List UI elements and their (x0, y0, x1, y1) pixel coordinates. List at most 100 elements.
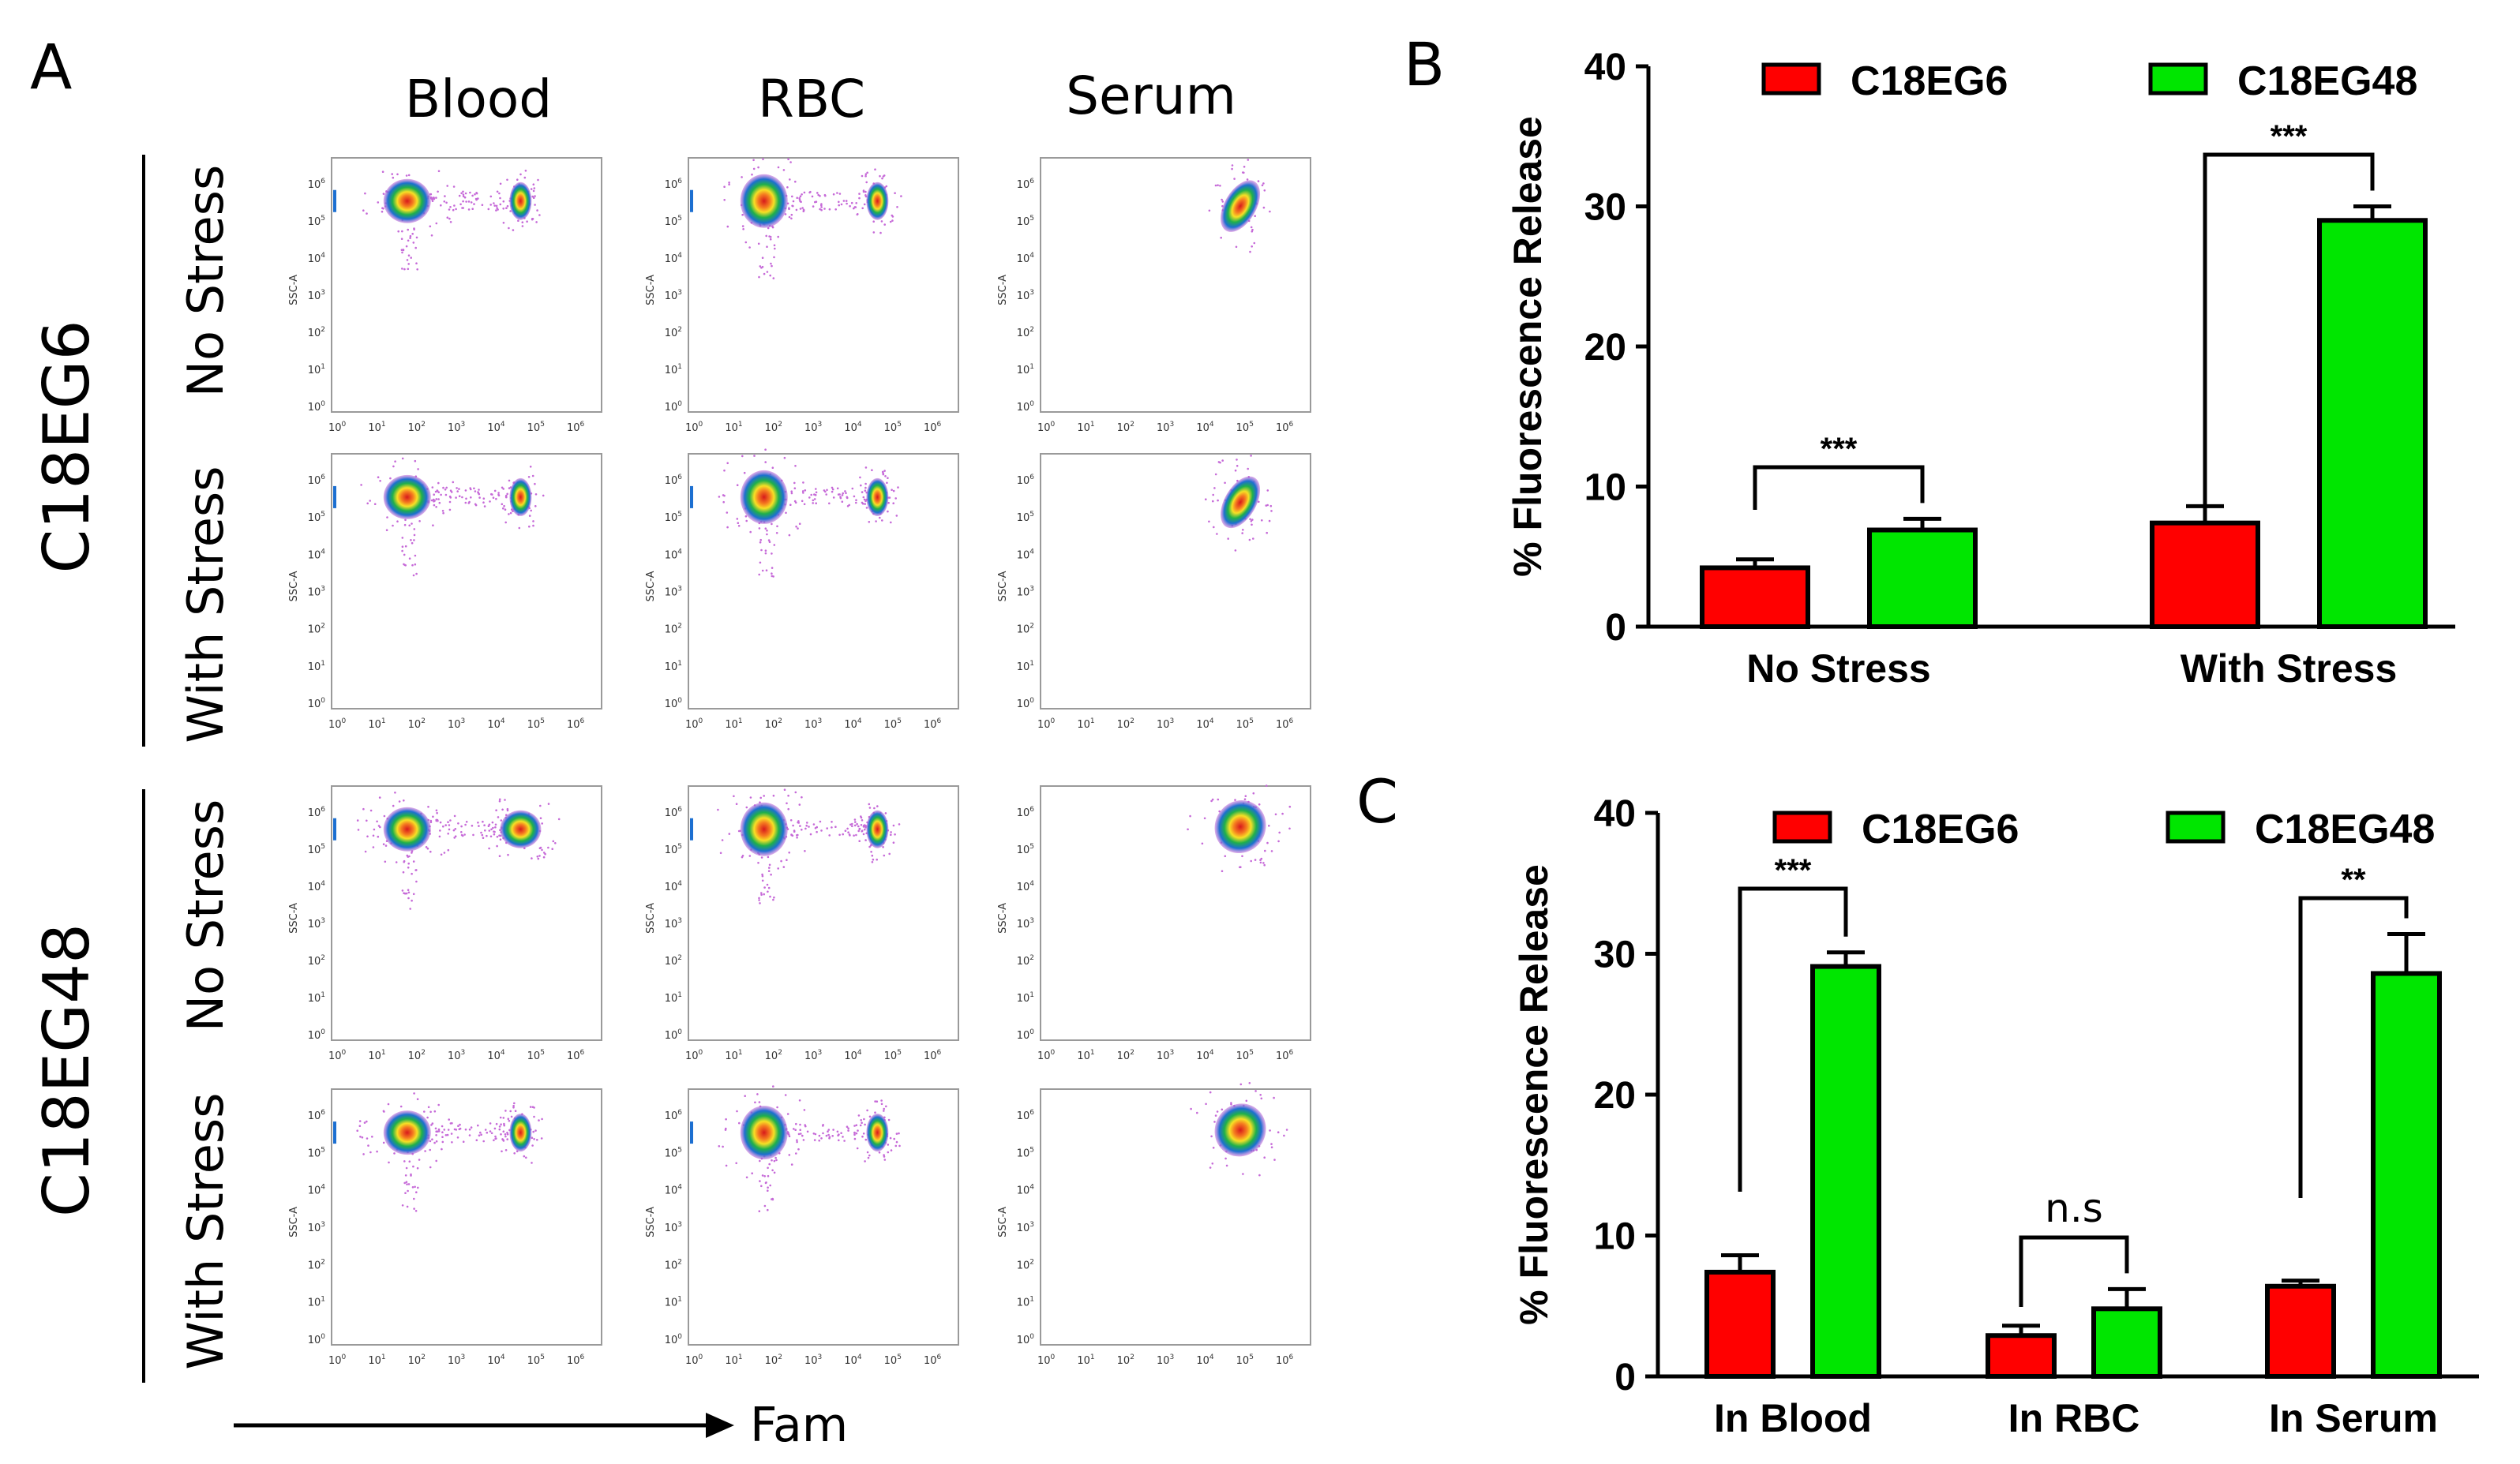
event-dot (437, 190, 439, 193)
event-dot (405, 1181, 408, 1183)
flow-plot-r2-c2: SSC-A10010010110110210210310310410410510… (645, 448, 959, 731)
x-tick-exponent: 0 (1051, 717, 1056, 725)
event-dot (1234, 799, 1236, 801)
event-dot (382, 843, 385, 845)
event-dot (864, 466, 868, 469)
event-dot (1251, 245, 1253, 248)
event-dot (874, 1111, 876, 1114)
x-tick-exponent: 0 (1051, 1049, 1056, 1057)
y-tick-exponent: 5 (321, 843, 325, 851)
x-tick-exponent: 3 (461, 1049, 466, 1057)
event-dot (883, 1110, 885, 1112)
legend-label-c18eg6: C18EG6 (1862, 807, 2019, 852)
event-dot (532, 1130, 534, 1133)
event-dot (405, 892, 408, 895)
event-dot (751, 173, 753, 176)
event-dot (785, 511, 787, 515)
x-tick-label: 105 (527, 717, 545, 731)
event-dot (891, 219, 894, 222)
event-dot (885, 1105, 887, 1108)
population-2 (509, 1114, 532, 1152)
row-label-no-stress-1: No Stress (177, 165, 234, 398)
x-category-label: In Serum (2269, 1396, 2438, 1440)
panel-label-c: C (1356, 766, 1398, 837)
event-dot (790, 217, 793, 220)
y-tick-exponent: 6 (1029, 806, 1034, 814)
y-tick-label: 103 (1017, 1221, 1034, 1234)
y-tick-exponent: 0 (321, 1333, 325, 1341)
event-dot (483, 824, 486, 826)
event-dot (804, 1124, 806, 1126)
event-dot (403, 553, 406, 556)
y-tick-label: 103 (665, 1221, 682, 1234)
event-dot (799, 825, 801, 827)
plot-frame (331, 453, 602, 710)
event-dot (415, 1191, 418, 1193)
event-dot (772, 1085, 774, 1088)
y-tick-label: 100 (308, 1028, 326, 1042)
event-dot (844, 490, 846, 492)
y-tick-exponent: 3 (321, 586, 325, 593)
y-tick-label: 102 (665, 954, 682, 968)
event-dot (512, 229, 515, 231)
event-dot (490, 1132, 493, 1135)
y-tick-label: 103 (665, 289, 682, 302)
event-dot (372, 846, 375, 848)
population-1 (1221, 476, 1261, 529)
event-dot (894, 833, 896, 836)
x-tick-label: 100 (328, 421, 347, 434)
event-dot (477, 1124, 479, 1127)
event-dot (407, 889, 410, 891)
event-dot (495, 497, 497, 500)
event-dot (834, 208, 837, 211)
event-dot (812, 1133, 816, 1135)
event-dot (768, 867, 771, 869)
y-axis-label: SSC-A (288, 571, 300, 601)
event-dot (477, 822, 479, 824)
event-dot (736, 1110, 738, 1113)
event-dot (820, 203, 823, 205)
event-dot (377, 201, 380, 204)
y-tick-exponent: 0 (677, 1028, 682, 1036)
event-dot (1242, 1173, 1244, 1175)
event-dot (426, 847, 429, 850)
event-dot (412, 574, 415, 577)
event-dot (842, 833, 844, 836)
event-dot (1234, 549, 1237, 552)
y-tick-exponent: 1 (321, 991, 325, 999)
event-dot (871, 469, 873, 471)
event-dot (432, 524, 434, 526)
event-dot (364, 192, 366, 195)
y-tick-exponent: 1 (677, 1296, 682, 1304)
y-tick-exponent: 3 (677, 289, 682, 297)
y-tick-exponent: 0 (677, 697, 682, 705)
event-dot (801, 1134, 804, 1137)
event-dot (502, 507, 504, 510)
y-tick-label: 106 (1017, 178, 1035, 191)
event-dot (430, 1124, 433, 1126)
event-dot (856, 1147, 859, 1150)
event-dot (803, 503, 806, 506)
event-dot (413, 539, 415, 541)
event-dot (521, 221, 524, 224)
x-tick-exponent: 5 (540, 717, 545, 725)
event-dot (767, 856, 770, 859)
event-dot (408, 557, 411, 560)
y-tick-exponent: 2 (321, 954, 325, 962)
y-tick-label: 103 (1017, 289, 1034, 302)
event-dot (444, 195, 446, 197)
group-label-c18eg48: C18EG48 (30, 923, 103, 1217)
event-dot (1221, 1108, 1224, 1111)
event-dot (858, 828, 861, 830)
event-dot (767, 227, 770, 230)
x-tick-label: 100 (328, 1049, 347, 1062)
significance-bracket (1753, 465, 1925, 510)
population-1 (383, 178, 431, 223)
event-dot (741, 455, 744, 458)
y-tick-exponent: 2 (1029, 326, 1034, 334)
event-dot (763, 1175, 766, 1178)
event-dot (855, 833, 857, 837)
event-dot (775, 532, 778, 534)
y-tick-exponent: 4 (321, 548, 325, 556)
event-dot (847, 1127, 849, 1129)
